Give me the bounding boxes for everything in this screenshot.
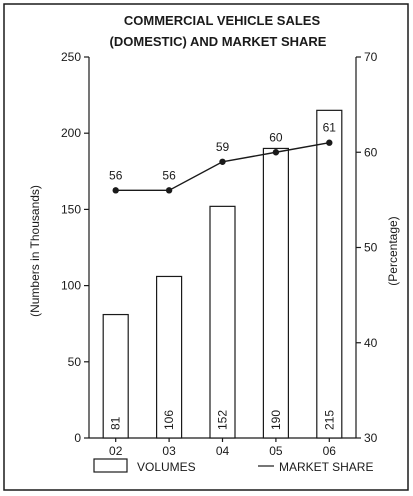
bar-value-label: 190 bbox=[269, 410, 283, 430]
left-axis-label: (Numbers in Thousands) bbox=[28, 185, 42, 317]
x-tick-label: 03 bbox=[162, 444, 176, 458]
chart-frame bbox=[3, 3, 409, 491]
left-tick-label: 50 bbox=[68, 355, 82, 369]
left-tick-label: 0 bbox=[74, 431, 81, 445]
market-share-value-label: 56 bbox=[109, 168, 123, 182]
right-tick-label: 60 bbox=[364, 145, 378, 159]
market-share-point bbox=[272, 149, 280, 156]
market-share-value-label: 60 bbox=[269, 130, 283, 144]
left-tick-label: 150 bbox=[61, 202, 81, 216]
legend-market-share-label: MARKET SHARE bbox=[279, 460, 373, 474]
bar bbox=[262, 147, 289, 439]
chart-title-line-1: COMMERCIAL VEHICLE SALES bbox=[124, 13, 321, 28]
left-tick-label: 100 bbox=[61, 279, 81, 293]
market-share-point bbox=[165, 187, 173, 194]
right-tick-label: 70 bbox=[364, 50, 378, 64]
x-tick-label: 02 bbox=[109, 444, 123, 458]
market-share-point bbox=[326, 139, 333, 146]
market-share-point bbox=[112, 187, 119, 194]
x-tick-label: 04 bbox=[216, 444, 230, 458]
left-tick-label: 250 bbox=[61, 50, 81, 64]
bar-value-label: 106 bbox=[162, 410, 176, 430]
market-share-value-label: 61 bbox=[323, 121, 337, 135]
right-tick-label: 30 bbox=[364, 431, 378, 445]
legend-volumes-label: VOLUMES bbox=[137, 460, 196, 474]
left-tick-label: 200 bbox=[61, 126, 81, 140]
chart-title-line-2: (DOMESTIC) AND MARKET SHARE bbox=[110, 34, 327, 49]
legend-bar-swatch bbox=[93, 458, 128, 473]
bar-value-label: 81 bbox=[109, 416, 123, 430]
plot-area: 0 50 100 150 200 250 30 40 50 60 70 02 03 04 05 06 81 106… bbox=[61, 50, 378, 458]
right-axis-label: (Percentage) bbox=[386, 216, 400, 285]
bar bbox=[102, 313, 129, 439]
market-share-value-label: 59 bbox=[216, 140, 230, 154]
legend: VOLUMES MARKET SHARE bbox=[93, 458, 373, 474]
market-share-value-label: 56 bbox=[162, 168, 176, 182]
right-tick-label: 40 bbox=[364, 336, 378, 350]
bar-value-label: 215 bbox=[322, 410, 336, 430]
bar bbox=[316, 109, 343, 439]
x-tick-label: 05 bbox=[269, 444, 283, 458]
market-share-point bbox=[219, 158, 226, 165]
x-tick-label: 06 bbox=[323, 444, 337, 458]
bar bbox=[209, 205, 236, 439]
bar bbox=[156, 275, 183, 439]
bar-value-label: 152 bbox=[216, 410, 230, 430]
right-tick-label: 50 bbox=[364, 241, 378, 255]
